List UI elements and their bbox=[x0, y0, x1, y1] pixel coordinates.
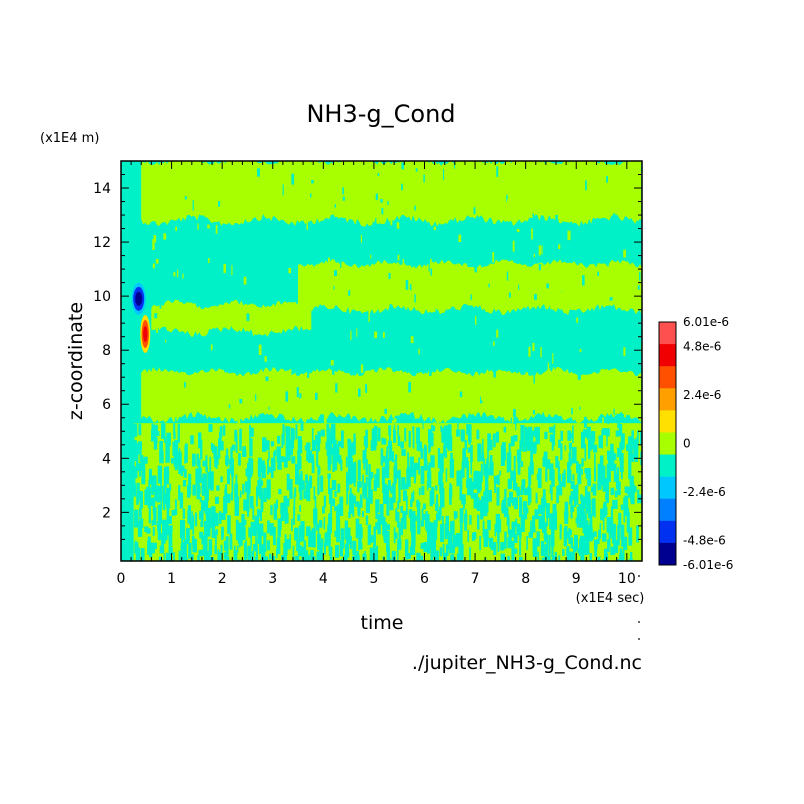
heatmap-field bbox=[121, 161, 642, 561]
colorbar: 6.01e-6 4.8e-6 2.4e-6 0 -2.4e-6 -4.8e-6 -6.01e… bbox=[658, 315, 733, 572]
plot-frame bbox=[120, 160, 643, 562]
colorbar-frame bbox=[658, 321, 677, 566]
x-tick-label: 5 bbox=[369, 571, 378, 587]
x-tick-label: 0 bbox=[117, 571, 126, 587]
colorbar-segment bbox=[659, 454, 676, 478]
left-edge bbox=[121, 161, 134, 561]
x-tick-label: 2 bbox=[218, 571, 227, 587]
x-tick-label: 4 bbox=[319, 571, 328, 587]
y-tick-label: 12 bbox=[93, 235, 111, 251]
y-axis: 2 4 6 8 10 12 14 bbox=[93, 160, 642, 540]
zero-band bbox=[298, 258, 642, 316]
colorbar-segment bbox=[659, 432, 676, 456]
y-tick-label: 4 bbox=[102, 451, 111, 467]
colorbar-label: 2.4e-6 bbox=[683, 388, 721, 402]
x-tick-label: 9 bbox=[572, 571, 581, 587]
x-tick-label: 7 bbox=[471, 571, 480, 587]
corner-markers bbox=[638, 575, 640, 640]
x-axis-label: time bbox=[361, 612, 404, 634]
colorbar-label: -6.01e-6 bbox=[683, 558, 733, 572]
y-tick-label: 14 bbox=[93, 181, 111, 197]
colorbar-label: -4.8e-6 bbox=[683, 534, 726, 548]
colorbar-segment bbox=[659, 322, 676, 345]
noisy-region bbox=[121, 423, 642, 561]
colorbar-segment bbox=[659, 498, 676, 522]
chart-title: NH3-g_Cond bbox=[306, 100, 455, 128]
colorbar-label: 6.01e-6 bbox=[683, 315, 729, 329]
x-tick-label: 8 bbox=[521, 571, 530, 587]
colorbar-segment bbox=[659, 542, 676, 566]
colorbar-label: 4.8e-6 bbox=[683, 339, 721, 353]
x-tick-label: 1 bbox=[167, 571, 176, 587]
y-tick-label: 10 bbox=[93, 289, 111, 305]
y-tick-label: 6 bbox=[102, 397, 111, 413]
y-tick-label: 8 bbox=[102, 343, 111, 359]
x-tick-label: 6 bbox=[420, 571, 429, 587]
colorbar-label: -2.4e-6 bbox=[683, 485, 726, 499]
zero-band bbox=[151, 299, 312, 337]
colorbar-segment bbox=[659, 366, 676, 389]
x-axis: 0 1 2 3 4 5 6 7 8 9 10 bbox=[117, 161, 636, 587]
colorbar-segment bbox=[659, 410, 676, 433]
colorbar-segment bbox=[659, 344, 676, 367]
feature-positive-max bbox=[143, 325, 148, 342]
y-axis-label: z-coordinate bbox=[65, 302, 87, 420]
colorbar-label: 0 bbox=[683, 437, 691, 451]
colorbar-segment bbox=[659, 388, 676, 411]
y-tick-label: 2 bbox=[102, 505, 111, 521]
colorbar-segment bbox=[659, 520, 676, 544]
x-tick-label: 10 bbox=[618, 571, 636, 587]
feature-negative-min bbox=[135, 291, 143, 306]
colorbar-segment bbox=[659, 476, 676, 500]
y-unit-label: (x1E4 m) bbox=[40, 131, 99, 146]
source-file-label: ./jupiter_NH3-g_Cond.nc bbox=[412, 652, 642, 674]
zero-band bbox=[141, 161, 642, 227]
x-unit-label: (x1E4 sec) bbox=[576, 591, 645, 606]
x-tick-label: 3 bbox=[268, 571, 277, 587]
